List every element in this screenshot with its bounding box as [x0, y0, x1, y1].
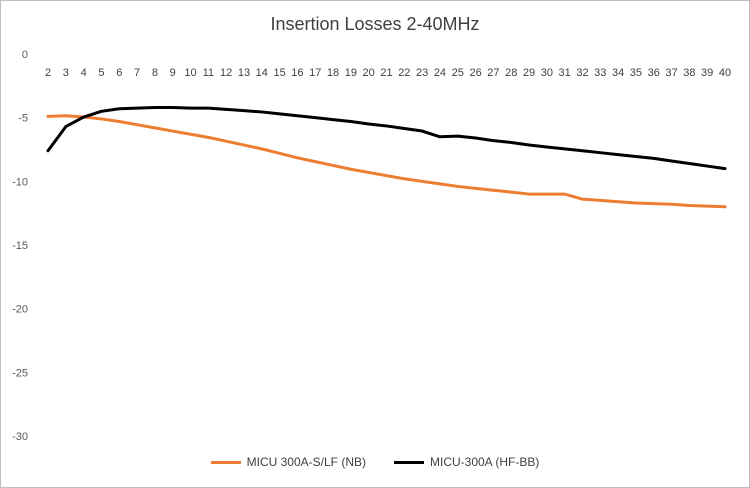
- y-tick-label: -15: [12, 240, 28, 252]
- x-tick-label: 5: [98, 67, 104, 79]
- legend-item-series-2: MICU-300A (HF-BB): [394, 455, 539, 469]
- y-tick-label: -25: [12, 367, 28, 379]
- x-tick-label: 7: [134, 67, 140, 79]
- x-tick-label: 9: [170, 67, 176, 79]
- x-tick-label: 23: [416, 67, 428, 79]
- series-line-1: [46, 114, 727, 209]
- y-tick-label: -10: [12, 176, 28, 188]
- x-tick-label: 33: [594, 67, 606, 79]
- x-tick-label: 13: [238, 67, 250, 79]
- legend-label-series-2: MICU-300A (HF-BB): [430, 455, 540, 469]
- x-tick-label: 20: [363, 67, 375, 79]
- series-layer: [46, 105, 727, 209]
- x-tick-label: 32: [576, 67, 588, 79]
- x-axis: 2 3 4 5 6 7 8 9 10 11 12 13 14 15 16 17 18 19 20 21 22 23 24 25…: [45, 67, 731, 79]
- x-tick-label: 39: [701, 67, 713, 79]
- x-tick-label: 19: [345, 67, 357, 79]
- x-tick-label: 8: [152, 67, 158, 79]
- x-tick-label: 28: [505, 67, 517, 79]
- x-tick-label: 25: [452, 67, 464, 79]
- x-tick-label: 2: [45, 67, 51, 79]
- x-tick-label: 16: [291, 67, 303, 79]
- x-tick-label: 36: [648, 67, 660, 79]
- x-tick-label: 37: [665, 67, 677, 79]
- x-tick-label: 11: [203, 67, 214, 79]
- y-tick-label: -30: [12, 431, 28, 443]
- legend-label-series-1: MICU 300A-S/LF (NB): [246, 455, 366, 469]
- legend-swatch-series-1: [210, 460, 241, 464]
- y-tick-label: -5: [18, 113, 28, 125]
- legend-item-series-1: MICU 300A-S/LF (NB): [210, 455, 366, 469]
- x-tick-label: 21: [380, 67, 392, 79]
- x-tick-label: 10: [184, 67, 196, 79]
- x-tick-label: 26: [469, 67, 481, 79]
- legend-swatch-series-2: [394, 460, 424, 464]
- y-axis: 0 -5 -10 -15 -20 -25 -30: [12, 49, 28, 443]
- x-tick-label: 27: [487, 67, 499, 79]
- x-tick-label: 22: [398, 67, 410, 79]
- x-tick-label: 38: [683, 67, 695, 79]
- x-tick-label: 6: [116, 67, 122, 79]
- x-tick-label: 3: [63, 67, 69, 79]
- x-tick-label: 40: [719, 67, 731, 79]
- x-tick-label: 18: [327, 67, 339, 79]
- x-tick-label: 17: [309, 67, 321, 79]
- x-tick-label: 4: [81, 67, 87, 79]
- x-tick-label: 15: [273, 67, 285, 79]
- x-tick-label: 31: [559, 67, 571, 79]
- x-tick-label: 34: [612, 67, 624, 79]
- x-tick-label: 12: [220, 67, 232, 79]
- x-tick-label: 24: [434, 67, 446, 79]
- series-line-2: [46, 105, 727, 171]
- x-tick-label: 30: [541, 67, 553, 79]
- y-tick-label: -20: [12, 304, 28, 316]
- y-tick-label: 0: [22, 49, 28, 61]
- x-tick-label: 14: [256, 67, 268, 79]
- x-tick-label: 29: [523, 67, 535, 79]
- chart-title: Insertion Losses 2-40MHz: [270, 14, 480, 34]
- x-tick-label: 35: [630, 67, 642, 79]
- legend: MICU 300A-S/LF (NB) MICU-300A (HF-BB): [0, 455, 750, 469]
